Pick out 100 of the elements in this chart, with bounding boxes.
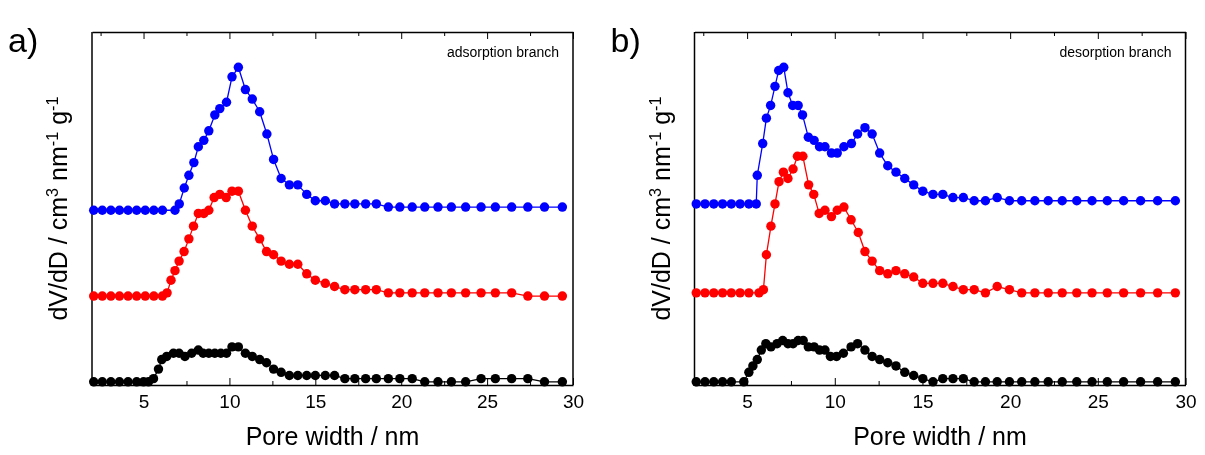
- point: [846, 215, 856, 225]
- point: [838, 348, 849, 358]
- x-tick-label: 30: [1175, 391, 1197, 413]
- point: [803, 180, 814, 190]
- point: [918, 278, 928, 289]
- point: [938, 373, 948, 384]
- point: [210, 110, 220, 120]
- point: [523, 291, 533, 301]
- point: [809, 135, 819, 146]
- point: [756, 345, 767, 355]
- point: [691, 288, 701, 298]
- point: [1170, 377, 1181, 387]
- point: [106, 291, 116, 301]
- point: [407, 202, 417, 212]
- point: [846, 138, 857, 149]
- point: [539, 202, 550, 212]
- point: [383, 373, 394, 384]
- point: [123, 377, 133, 387]
- point: [748, 361, 758, 371]
- point: [779, 62, 789, 73]
- point: [460, 377, 471, 387]
- point: [1057, 288, 1067, 298]
- point: [360, 199, 371, 209]
- point: [1170, 288, 1181, 298]
- point: [106, 205, 116, 215]
- point: [860, 122, 870, 133]
- point: [969, 377, 979, 387]
- point: [1170, 196, 1181, 206]
- point: [310, 196, 321, 206]
- point: [523, 202, 533, 212]
- point: [123, 291, 133, 301]
- point: [980, 196, 991, 206]
- point: [700, 377, 710, 387]
- point: [700, 199, 710, 209]
- point: [852, 338, 863, 349]
- point: [261, 246, 272, 257]
- point: [131, 205, 142, 215]
- point: [284, 259, 295, 269]
- point: [1087, 377, 1097, 387]
- point: [891, 167, 901, 177]
- point: [938, 189, 948, 200]
- point: [783, 88, 793, 98]
- point: [938, 278, 948, 289]
- point: [157, 205, 168, 215]
- point: [179, 246, 189, 257]
- point: [420, 202, 430, 212]
- point: [874, 354, 885, 365]
- point: [883, 358, 893, 368]
- text: desorption branch: [1059, 44, 1172, 60]
- point: [757, 138, 768, 149]
- point: [1135, 288, 1146, 298]
- x-axis-title: Pore width / nm: [245, 422, 420, 450]
- point: [1152, 288, 1163, 298]
- point: [293, 259, 303, 269]
- point: [433, 377, 443, 387]
- point: [735, 288, 745, 298]
- point: [766, 221, 776, 231]
- point: [867, 256, 877, 266]
- point: [1043, 288, 1053, 298]
- point: [765, 100, 776, 111]
- point: [980, 377, 991, 387]
- point: [853, 227, 863, 238]
- point: [184, 234, 194, 244]
- point: [1004, 377, 1015, 387]
- point: [227, 72, 237, 82]
- point: [839, 202, 849, 212]
- point: [948, 373, 958, 384]
- point: [310, 370, 321, 381]
- point: [123, 205, 133, 215]
- point: [433, 288, 443, 298]
- point: [320, 196, 331, 206]
- point: [867, 351, 877, 362]
- point: [797, 110, 808, 120]
- point: [149, 291, 159, 301]
- point: [302, 370, 312, 381]
- point: [928, 278, 938, 289]
- point: [717, 377, 728, 387]
- point: [221, 97, 232, 107]
- point: [1087, 196, 1097, 206]
- point: [89, 377, 99, 387]
- point: [1135, 377, 1146, 387]
- x-tick-label: 10: [824, 391, 846, 413]
- point: [918, 186, 928, 196]
- point: [948, 192, 958, 203]
- point: [1102, 196, 1113, 206]
- point: [778, 167, 789, 177]
- point: [490, 202, 501, 212]
- point: [276, 256, 286, 266]
- point: [717, 288, 728, 298]
- point: [476, 288, 486, 298]
- point: [162, 288, 172, 298]
- point: [958, 192, 969, 203]
- point: [140, 205, 150, 215]
- point: [268, 250, 279, 260]
- point: [371, 199, 382, 209]
- point: [148, 373, 159, 384]
- point: [199, 135, 209, 146]
- point: [476, 202, 486, 212]
- x-tick-label: 25: [477, 391, 499, 413]
- point: [395, 288, 405, 298]
